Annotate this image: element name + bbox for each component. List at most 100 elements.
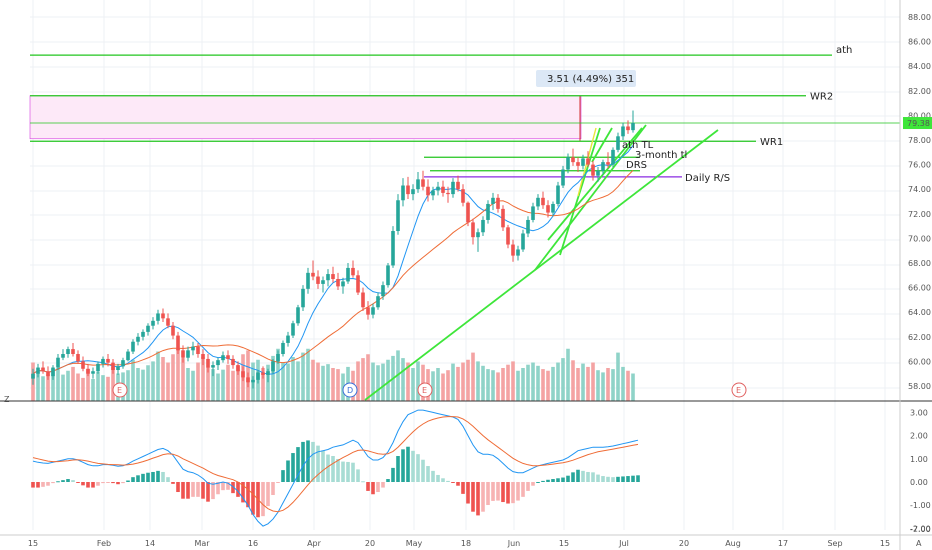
time-tick-label: Apr	[307, 539, 322, 548]
candle-body	[346, 267, 350, 282]
candle-body	[416, 179, 420, 190]
event-marker-label: D	[347, 386, 353, 395]
candle-body	[256, 372, 260, 380]
volume-bar	[276, 348, 280, 401]
candle-body	[511, 244, 515, 256]
time-tick-label: Jun	[507, 539, 521, 548]
macd-histogram-bar	[331, 456, 335, 482]
volume-bar	[191, 370, 195, 401]
candle-body	[126, 351, 130, 361]
candle-body	[101, 358, 105, 364]
time-tick-label: 20	[679, 539, 689, 548]
macd-histogram-bar	[631, 475, 635, 482]
candle-body	[411, 189, 415, 195]
macd-histogram-bar	[461, 482, 465, 494]
candle-body	[321, 280, 325, 284]
macd-histogram-bar	[456, 482, 460, 486]
macd-histogram-bar	[321, 450, 325, 482]
volume-bar	[151, 361, 155, 401]
time-tick-label: Mar	[194, 539, 210, 548]
candle-body	[276, 354, 280, 362]
volume-bar	[76, 373, 80, 401]
volume-bar	[316, 362, 320, 401]
macd-histogram-bar	[31, 482, 35, 488]
macd-panel	[0, 400, 932, 527]
macd-histogram-bar	[126, 480, 130, 482]
corner-marker-z: Z	[4, 395, 10, 404]
macd-histogram-bar	[131, 477, 135, 482]
volume-bar	[551, 366, 555, 401]
candle-body	[336, 278, 340, 287]
macd-tick-label: 1.00	[910, 455, 928, 464]
volume-bar	[161, 357, 165, 401]
volume-bar	[266, 364, 270, 401]
candle-body	[221, 355, 225, 361]
macd-histogram-bar	[226, 482, 230, 490]
volume-bar	[481, 365, 485, 401]
volume-bar	[71, 366, 75, 401]
macd-histogram-bar	[146, 472, 150, 482]
macd-bottom-label: -7.00	[910, 525, 931, 534]
resistance-zone-box	[29, 95, 582, 140]
macd-histogram-bar	[176, 482, 180, 493]
volume-bar	[496, 372, 500, 401]
macd-tick-label: 3.00	[910, 408, 928, 417]
macd-histogram-bar	[381, 482, 385, 488]
price-tick-label: 84.00	[908, 62, 931, 71]
volume-bar	[531, 362, 535, 401]
macd-histogram-bar	[561, 477, 565, 482]
grid-lines	[30, 0, 900, 530]
volume-bar	[371, 362, 375, 401]
volume-bar	[211, 369, 215, 401]
volume-bar	[386, 359, 390, 401]
candle-body	[456, 181, 460, 190]
macd-histogram-bar	[231, 482, 235, 494]
candle-body	[316, 276, 320, 284]
macd-histogram-bar	[201, 482, 205, 499]
volume-bar	[206, 366, 210, 401]
volume-bar	[126, 370, 130, 401]
candle-body	[216, 360, 220, 366]
candle-body	[271, 361, 275, 372]
current-price-badge	[903, 117, 932, 130]
candle-body	[76, 354, 80, 362]
macd-tick-label: -1.00	[910, 501, 931, 510]
volume-bar	[96, 371, 100, 401]
macd-histogram-bar	[596, 474, 600, 482]
macd-histogram-bar	[91, 482, 95, 488]
level-label: ath	[836, 45, 852, 56]
volume-bar	[621, 366, 625, 401]
macd-histogram-bar	[351, 462, 355, 482]
macd-histogram-bar	[271, 482, 275, 495]
candle-body	[611, 149, 615, 165]
volume-bar	[331, 368, 335, 401]
volume-bar	[271, 355, 275, 401]
macd-histogram-bar	[576, 469, 580, 482]
volume-bar	[536, 365, 540, 401]
volume-bar	[471, 352, 475, 401]
volume-bar	[36, 372, 40, 401]
macd-histogram-bar	[616, 476, 620, 482]
volume-bar	[356, 361, 360, 401]
trendline	[559, 127, 601, 256]
candle-body	[311, 272, 315, 277]
volume-bar	[56, 368, 60, 401]
macd-histogram-bar	[151, 471, 155, 482]
volume-bar	[451, 363, 455, 401]
price-tick-label: 66.00	[908, 284, 931, 293]
volume-bar	[131, 359, 135, 401]
macd-histogram-bar	[426, 466, 430, 482]
volume-bars	[31, 348, 635, 401]
trendlines[interactable]	[364, 124, 719, 401]
macd-histogram-bar	[586, 471, 590, 482]
candle-body	[291, 323, 295, 336]
volume-bar	[571, 360, 575, 401]
macd-histogram-bar	[186, 482, 190, 499]
candle-body	[486, 203, 490, 220]
volume-bar	[166, 362, 170, 401]
candle-body	[621, 126, 625, 137]
candle-body	[521, 233, 525, 250]
candle-body	[566, 157, 570, 170]
